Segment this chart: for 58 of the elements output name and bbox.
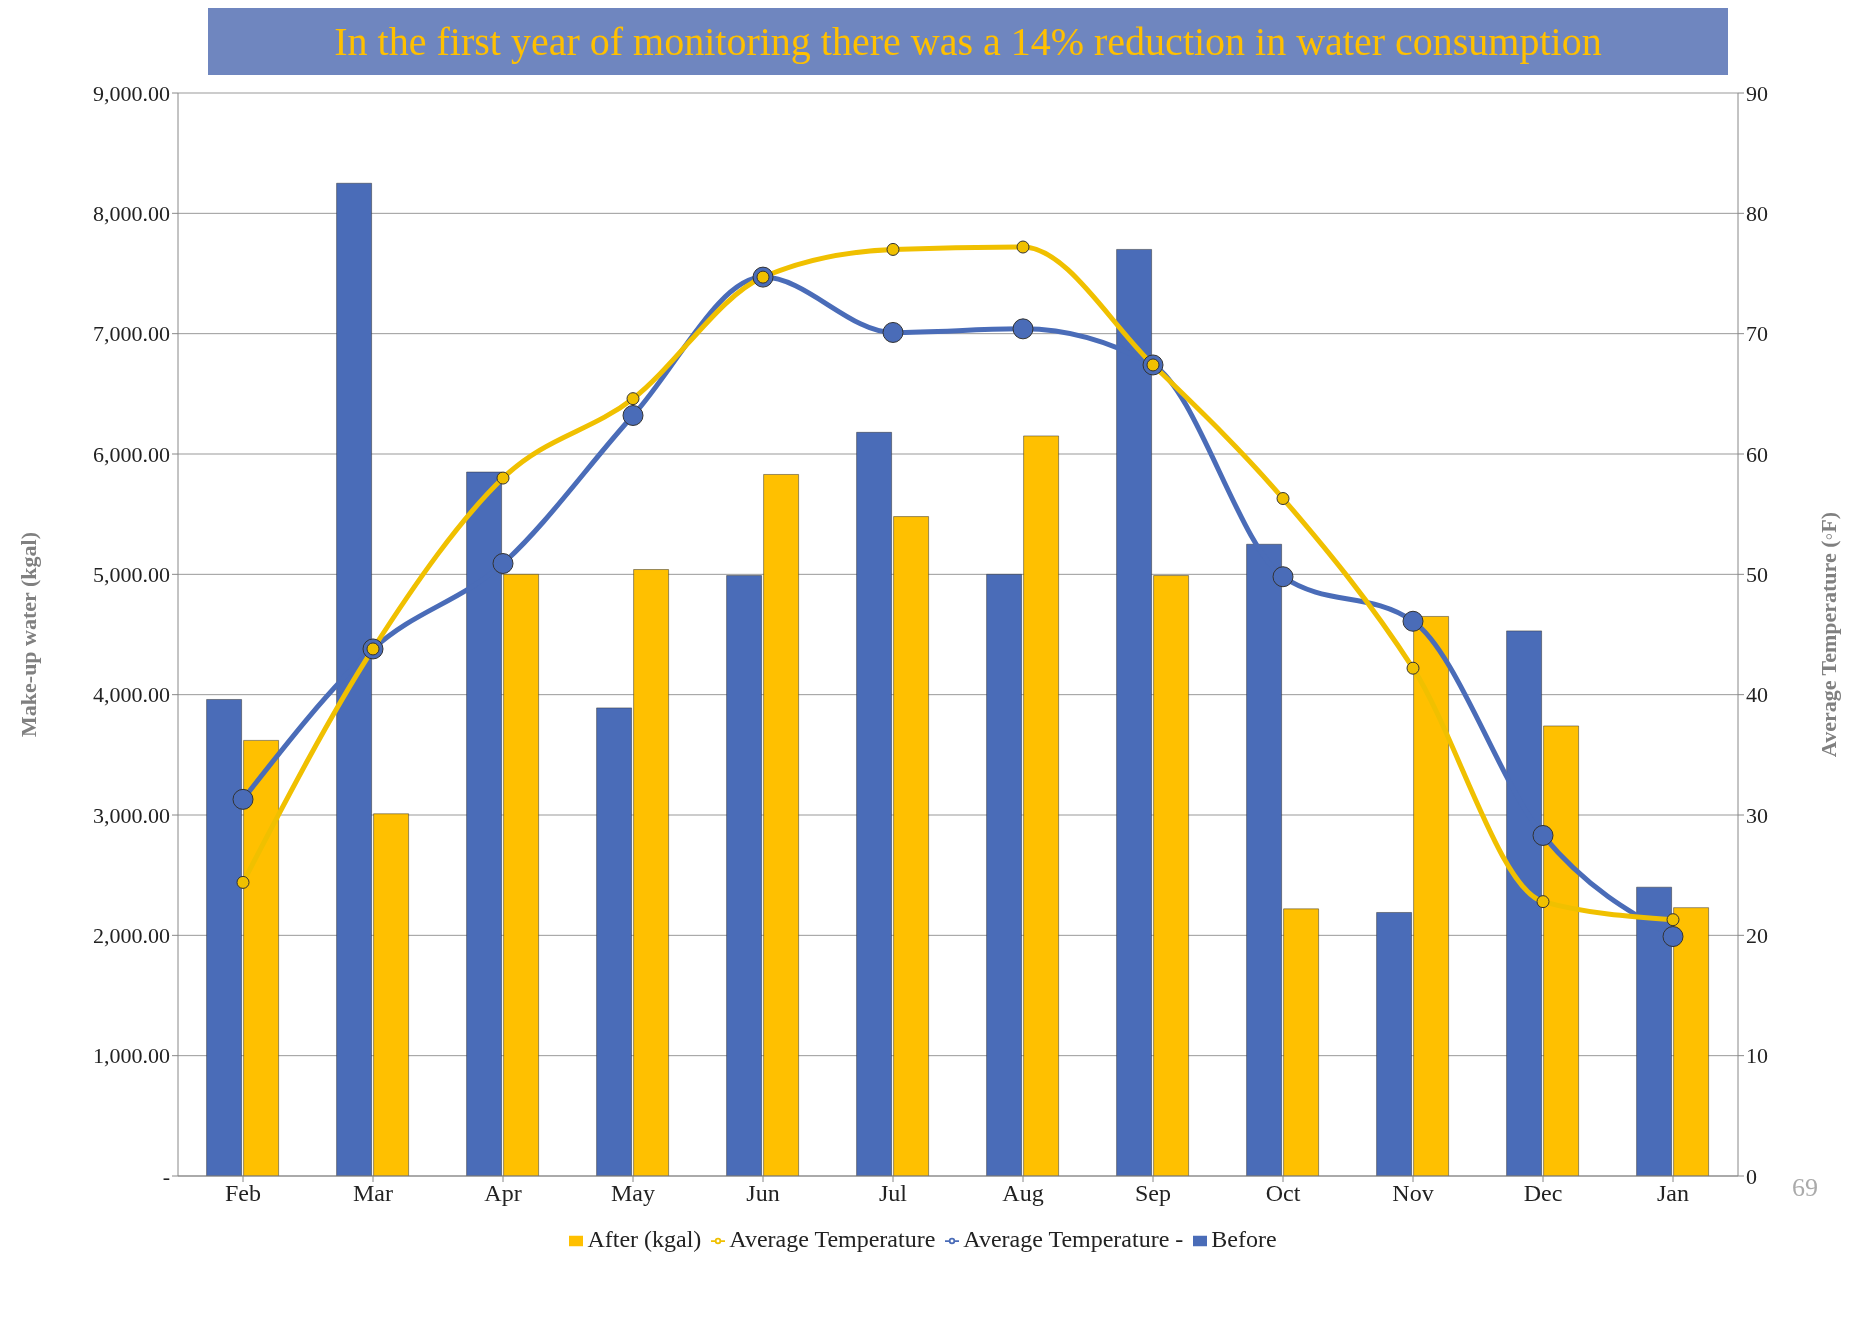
x-tick-label: Dec <box>1523 1180 1563 1207</box>
x-tick-label: Feb <box>225 1180 261 1207</box>
point <box>1272 566 1294 588</box>
point <box>622 404 644 426</box>
x-tick-label: Jan <box>1657 1180 1689 1207</box>
x-tick-label: May <box>611 1180 655 1207</box>
point <box>1406 661 1420 675</box>
x-tick-label: Oct <box>1265 1180 1301 1207</box>
y2-tick-label: 10 <box>1746 1043 1768 1069</box>
legend-label: After (kgal) <box>587 1226 702 1252</box>
y2-tick-label: 30 <box>1746 802 1768 828</box>
legend-label: Before <box>1211 1226 1277 1252</box>
point <box>1532 824 1554 846</box>
point <box>1662 926 1684 948</box>
x-tick-label: Apr <box>484 1180 522 1207</box>
y2-tick-label: 0 <box>1746 1163 1757 1189</box>
y-tick-label: 6,000.00 <box>93 441 170 467</box>
y-tick-label: 9,000.00 <box>93 80 170 106</box>
y-tick-label: 5,000.00 <box>93 562 170 588</box>
x-tick-label: Mar <box>353 1180 393 1207</box>
point <box>232 788 254 810</box>
x-tick-label: Jun <box>746 1180 780 1207</box>
y-tick-label: 7,000.00 <box>93 321 170 347</box>
y2-tick-label: 80 <box>1746 201 1768 227</box>
x-tick-label: Nov <box>1392 1180 1434 1207</box>
y2-tick-label: 90 <box>1746 80 1768 106</box>
point <box>492 553 514 574</box>
y2-tick-label: 20 <box>1746 923 1768 949</box>
x-tick-label: Jul <box>878 1180 908 1207</box>
y-axis-title: Make-up water (kgal) <box>15 532 41 737</box>
y2-tick-label: 40 <box>1746 682 1768 708</box>
y2-axis-title: Average Temperature (◦F) <box>1815 511 1841 758</box>
x-tick-label: Sep <box>1135 1180 1171 1207</box>
point <box>1666 913 1680 927</box>
point <box>1012 318 1034 340</box>
y-tick-label: 3,000.00 <box>93 802 170 828</box>
x-tick-label: Aug <box>1002 1180 1044 1207</box>
point <box>236 875 250 889</box>
y-tick-label: 8,000.00 <box>93 201 170 227</box>
text: In the first year of monitoring there was a 14% reduction in water consumption <box>208 8 1728 75</box>
point <box>882 321 904 343</box>
legend-label: Average Temperature <box>729 1226 936 1252</box>
text: 69 <box>1792 1173 1818 1203</box>
point <box>626 392 640 406</box>
point <box>496 471 510 485</box>
y-tick-label: 1,000.00 <box>93 1043 170 1069</box>
y-tick-label: 2,000.00 <box>93 923 170 949</box>
legend-label: Average Temperature - <box>963 1226 1184 1252</box>
y2-tick-label: 60 <box>1746 441 1768 467</box>
point <box>1016 240 1030 254</box>
y2-tick-label: 50 <box>1746 562 1768 588</box>
point <box>1402 610 1424 632</box>
point <box>886 242 900 256</box>
point <box>1276 492 1290 506</box>
y2-tick-label: 70 <box>1746 321 1768 347</box>
y-tick-label: - <box>162 1163 170 1189</box>
y-tick-label: 4,000.00 <box>93 682 170 708</box>
point <box>1536 895 1550 909</box>
